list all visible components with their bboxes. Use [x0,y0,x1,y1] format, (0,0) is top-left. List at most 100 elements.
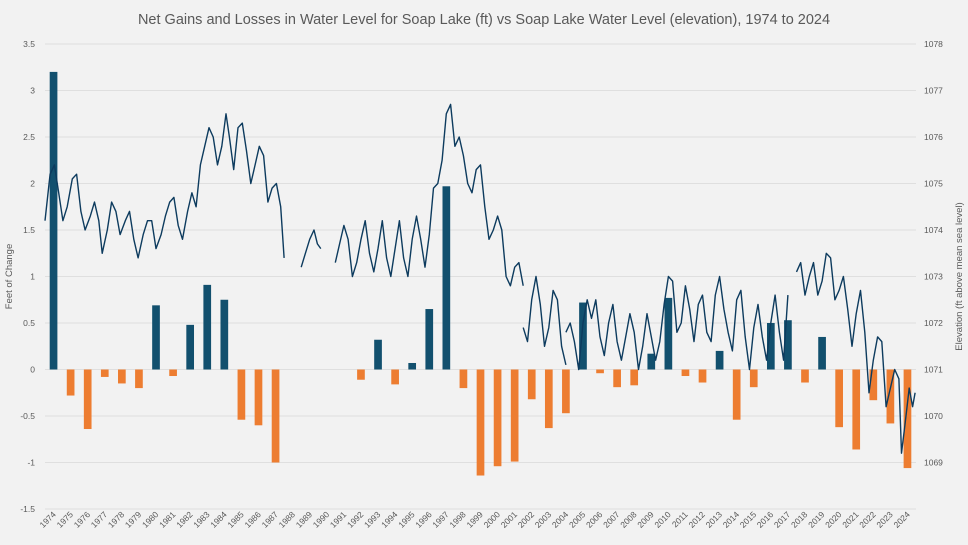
x-tick-label: 1990 [311,509,332,530]
x-tick-label: 1975 [55,509,76,530]
x-tick-label: 1977 [89,509,110,530]
x-tick-label: 1982 [174,509,195,530]
loss-bar [749,369,758,388]
loss-bar [732,369,741,420]
gain-bar [818,336,826,370]
x-tick-label: 2005 [567,509,588,530]
y-tick-label: 0.5 [23,318,35,328]
loss-bar [237,369,246,420]
loss-bar [135,369,143,389]
x-tick-label: 2012 [686,509,707,530]
y2-axis-title: Elevation (ft above mean sea level) [954,202,965,350]
loss-bar [903,369,912,469]
loss-bar [886,369,895,424]
gain-bar [784,320,792,370]
x-tick-label: 1981 [157,509,178,530]
loss-bar [630,369,639,386]
x-tick-label: 1974 [37,509,58,530]
loss-bar [271,369,280,463]
gain-bar [220,299,229,370]
gain-bar [152,305,160,370]
y2-tick-label: 1071 [924,365,943,375]
y2-tick-label: 1069 [924,458,943,468]
elevation-line [334,103,524,287]
elevation-line [565,275,789,371]
gain-bar [374,339,382,370]
y-tick-label: -1 [27,458,35,468]
y-tick-label: -1.5 [20,504,35,514]
x-tick-label: 1997 [430,509,451,530]
x-tick-label: 1992 [345,509,366,530]
y-tick-label: -0.5 [20,411,35,421]
loss-bar [510,369,519,462]
loss-bar [544,369,553,429]
y-tick-label: 0 [30,365,35,375]
loss-bar [391,369,399,385]
x-tick-label: 1987 [260,509,281,530]
y2-tick-label: 1075 [924,179,943,189]
gain-bar [442,186,451,370]
x-tick-label: 2018 [789,509,810,530]
x-tick-label: 2010 [652,509,673,530]
loss-bar [835,369,843,428]
gain-bar [766,323,775,370]
gain-bar [203,284,212,370]
x-tick-label: 1978 [106,509,127,530]
y2-tick-label: 1078 [924,39,943,49]
x-tick-label: 1989 [294,509,315,530]
y2-tick-label: 1073 [924,272,943,282]
x-tick-label: 2014 [721,509,742,530]
y-axis-title: Feet of Change [4,244,15,310]
x-tick-label: 2001 [499,509,520,530]
loss-bar [613,369,621,388]
loss-bar [596,369,604,374]
y-tick-label: 2 [30,179,35,189]
x-tick-label: 1986 [242,509,263,530]
gain-bar [664,297,673,370]
gain-bar [647,353,656,370]
loss-bar [698,369,707,383]
elevation-line [795,252,916,454]
y2-tick-label: 1072 [924,318,943,328]
gain-bar [49,71,58,370]
x-tick-label: 2022 [857,509,878,530]
chart-title: Net Gains and Losses in Water Level for … [137,12,831,28]
elevation-line [522,275,567,366]
x-tick-label: 2003 [533,509,554,530]
x-tick-label: 2013 [704,509,725,530]
x-tick-label: 2016 [755,509,776,530]
x-tick-label: 2000 [482,509,503,530]
x-tick-label: 2019 [806,509,827,530]
loss-bar [681,369,690,377]
gain-bar [715,350,724,370]
loss-bar [100,369,109,377]
loss-bar [83,369,92,430]
gain-bar [425,309,434,370]
x-tick-label: 2015 [738,509,759,530]
loss-bar [527,369,536,400]
gain-bar [186,324,195,370]
y-tick-label: 1.5 [23,225,35,235]
x-tick-label: 2008 [618,509,639,530]
loss-bar [118,369,126,384]
x-tick-label: 1984 [208,509,229,530]
x-tick-label: 1976 [72,509,93,530]
x-tick-label: 2011 [670,509,690,529]
y2-tick-label: 1074 [924,225,943,235]
x-tick-label: 2020 [823,509,844,530]
x-tick-label: 2006 [584,509,605,530]
x-tick-label: 1998 [447,509,468,530]
loss-bar [869,369,878,401]
x-tick-label: 2002 [516,509,537,530]
gain-bar [579,302,587,370]
x-tick-label: 2021 [840,509,861,530]
x-tick-label: 2004 [550,509,571,530]
loss-bar [459,369,468,389]
loss-bar [169,369,177,377]
x-tick-label: 2007 [601,509,622,530]
x-tick-label: 1993 [362,509,383,530]
elevation-line [300,229,322,268]
x-tick-label: 1980 [140,509,161,530]
